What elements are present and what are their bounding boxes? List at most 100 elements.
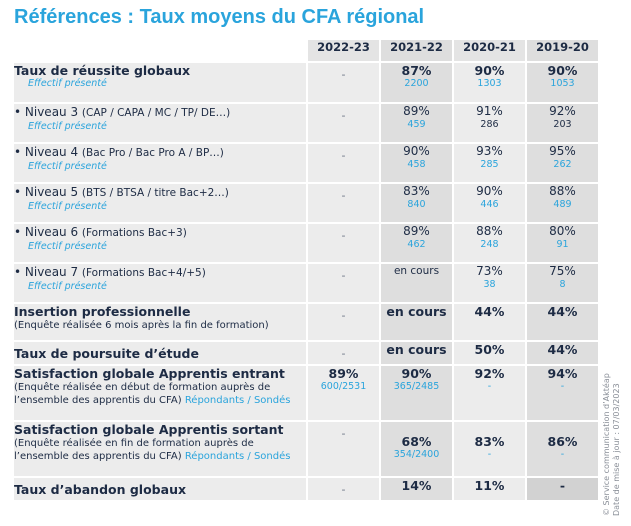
row-label: Taux d’abandon globaux: [14, 476, 306, 500]
value-cell: 90% 446: [452, 182, 525, 222]
cell-count: -: [560, 449, 565, 460]
row-subtitle: Effectif présenté: [28, 161, 107, 172]
value-cell: en cours: [379, 262, 452, 302]
cell-value: 83%: [403, 184, 430, 198]
row-subtitle: Effectif présenté: [28, 281, 107, 292]
cell-count: 286: [480, 119, 499, 130]
cell-value: -: [341, 483, 346, 496]
value-cell: 91% 286: [452, 102, 525, 142]
cell-count: 1303: [477, 78, 502, 89]
value-cell: 44%: [525, 340, 598, 364]
value-cell: en cours: [379, 340, 452, 364]
table-row: • Niveau 3 (CAP / CAPA / MC / TP/ DE…) E…: [14, 102, 598, 142]
cell-count: 1053: [550, 78, 575, 89]
table-row: • Niveau 6 (Formations Bac+3) Effectif p…: [14, 222, 598, 262]
cell-count: 489: [553, 199, 572, 210]
row-note-legend: Répondants / Sondés: [184, 395, 291, 406]
cell-value: -: [341, 68, 346, 81]
cell-value: 93%: [476, 144, 503, 158]
cell-value: 44%: [547, 304, 578, 319]
table-row: Insertion professionnelle (Enquête réali…: [14, 302, 598, 340]
row-detail: (Bac Pro / Bac Pro A / BP…): [81, 147, 224, 159]
page-title: Références : Taux moyens du CFA régional: [14, 6, 425, 28]
year-header: 2022-23: [306, 40, 379, 61]
cell-value: -: [341, 149, 346, 162]
value-cell: 90% 458: [379, 142, 452, 182]
cell-count: -: [487, 449, 492, 460]
row-title: Satisfaction globale Apprentis sortant: [14, 422, 284, 437]
value-cell: 89% 600/2531: [306, 364, 379, 420]
value-cell: -: [306, 262, 379, 302]
cell-count: 446: [480, 199, 499, 210]
table-row: Taux de poursuite d’étude - en cours 50%…: [14, 340, 598, 364]
row-label: • Niveau 5 (BTS / BTSA / titre Bac+2…) E…: [14, 182, 306, 222]
table-row: • Niveau 4 (Bac Pro / Bac Pro A / BP…) E…: [14, 142, 598, 182]
row-title: Insertion professionnelle: [14, 304, 191, 319]
value-cell: 83% -: [452, 420, 525, 476]
cell-value: 90%: [401, 366, 432, 381]
value-cell: 93% 285: [452, 142, 525, 182]
value-cell: -: [306, 302, 379, 340]
cell-count: 91: [556, 239, 569, 250]
cell-count: -: [560, 381, 565, 392]
row-title: • Niveau 3: [14, 105, 82, 119]
row-label: Taux de poursuite d’étude: [14, 340, 306, 364]
cell-value: 89%: [328, 366, 359, 381]
cell-value: 92%: [549, 104, 576, 118]
row-title: Satisfaction globale Apprentis entrant: [14, 366, 285, 381]
cell-count: 248: [480, 239, 499, 250]
value-cell: 90% 365/2485: [379, 364, 452, 420]
cell-count: 840: [407, 199, 426, 210]
row-note: (Enquête réalisée en début de formation …: [14, 382, 271, 406]
cell-value: 75%: [549, 264, 576, 278]
cell-value: 91%: [476, 104, 503, 118]
copyright-text: © Service communication d’Aktéap: [602, 373, 611, 516]
value-cell: -: [525, 476, 598, 500]
cell-value: 14%: [401, 478, 432, 493]
cell-value: 89%: [403, 224, 430, 238]
value-cell: 86% -: [525, 420, 598, 476]
cell-value: 87%: [401, 63, 432, 78]
value-cell: 44%: [452, 302, 525, 340]
row-label: • Niveau 6 (Formations Bac+3) Effectif p…: [14, 222, 306, 262]
value-cell: 11%: [452, 476, 525, 500]
value-cell: -: [306, 61, 379, 102]
cell-value: 90%: [474, 63, 505, 78]
table-row: • Niveau 7 (Formations Bac+4/+5) Effecti…: [14, 262, 598, 302]
cell-value: 11%: [474, 478, 505, 493]
cell-value: 83%: [474, 434, 505, 449]
cell-value: en cours: [393, 265, 440, 277]
row-title: • Niveau 6: [14, 225, 82, 239]
row-label: • Niveau 3 (CAP / CAPA / MC / TP/ DE…) E…: [14, 102, 306, 142]
value-cell: 73% 38: [452, 262, 525, 302]
cell-value: -: [341, 229, 346, 242]
value-cell: -: [306, 476, 379, 500]
cell-count: 2200: [404, 78, 429, 89]
cell-value: 95%: [549, 144, 576, 158]
table-row: • Niveau 5 (BTS / BTSA / titre Bac+2…) E…: [14, 182, 598, 222]
row-title: • Niveau 5: [14, 185, 82, 199]
cell-value: 92%: [474, 366, 505, 381]
value-cell: 14%: [379, 476, 452, 500]
row-title: Taux de réussite globaux: [14, 63, 191, 78]
row-detail: (Formations Bac+3): [81, 227, 187, 239]
cell-value: 90%: [547, 63, 578, 78]
cell-value: -: [341, 347, 346, 360]
value-cell: 75% 8: [525, 262, 598, 302]
cell-value: 94%: [547, 366, 578, 381]
table-row: Satisfaction globale Apprentis sortant (…: [14, 420, 598, 476]
cell-count: -: [487, 381, 492, 392]
row-detail: (BTS / BTSA / titre Bac+2…): [81, 187, 229, 199]
cell-value: 86%: [547, 434, 578, 449]
cell-count: 8: [559, 279, 566, 290]
year-header: 2021-22: [379, 40, 452, 61]
row-label: • Niveau 4 (Bac Pro / Bac Pro A / BP…) E…: [14, 142, 306, 182]
cell-count: 38: [483, 279, 496, 290]
cell-value: 68%: [401, 434, 432, 449]
cell-count: 365/2485: [393, 381, 440, 392]
value-cell: 87% 2200: [379, 61, 452, 102]
update-date-text: Date de mise à jour : 07/03/2023: [612, 383, 621, 516]
row-subtitle: Effectif présenté: [28, 201, 107, 212]
cell-value: 44%: [474, 304, 505, 319]
cell-value: -: [559, 478, 566, 493]
